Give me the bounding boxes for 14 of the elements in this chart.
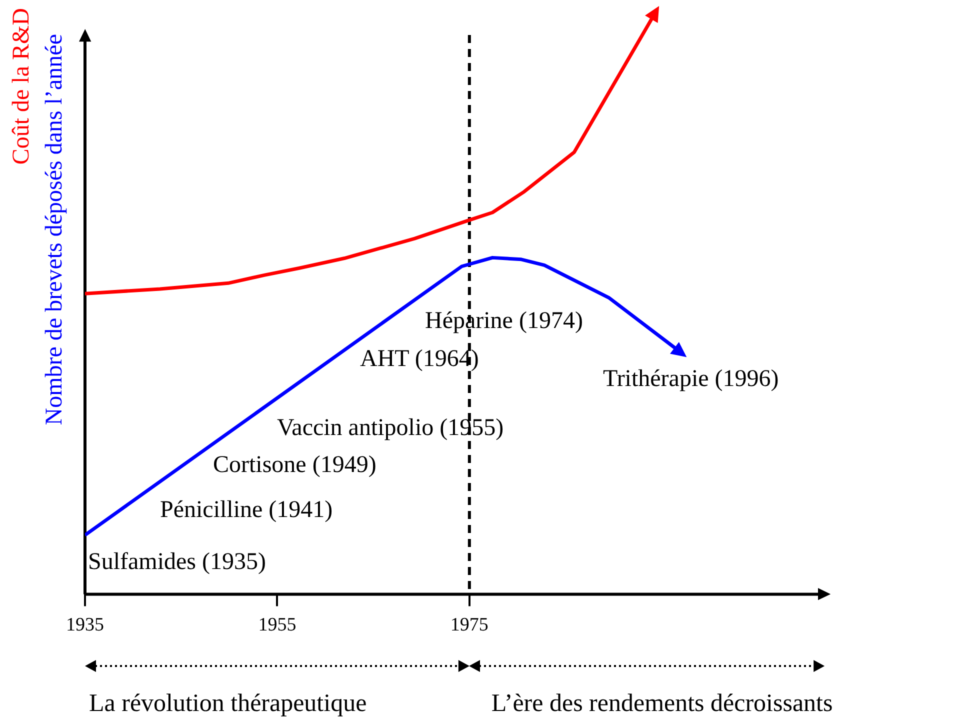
- x-tick-label: 1975: [450, 614, 488, 636]
- text: Nombre de brevets déposés dans l’année: [41, 34, 68, 426]
- annotation: Cortisone (1949): [213, 452, 376, 479]
- annotation: Sulfamides (1935): [88, 549, 266, 576]
- annotation: Héparine (1974): [425, 308, 583, 335]
- annotation: Trithérapie (1996): [603, 366, 779, 393]
- annotation: AHT (1964): [360, 346, 479, 373]
- text: La révolution thérapeutique: [89, 690, 367, 718]
- x-tick-label: 1935: [66, 614, 104, 636]
- annotation: Vaccin antipolio (1955): [277, 415, 504, 442]
- annotation: Pénicilline (1941): [160, 497, 333, 524]
- text: L’ère des rendements décroissants: [491, 690, 833, 718]
- text: Coût de la R&D: [8, 8, 34, 165]
- x-tick-label: 1955: [258, 614, 296, 636]
